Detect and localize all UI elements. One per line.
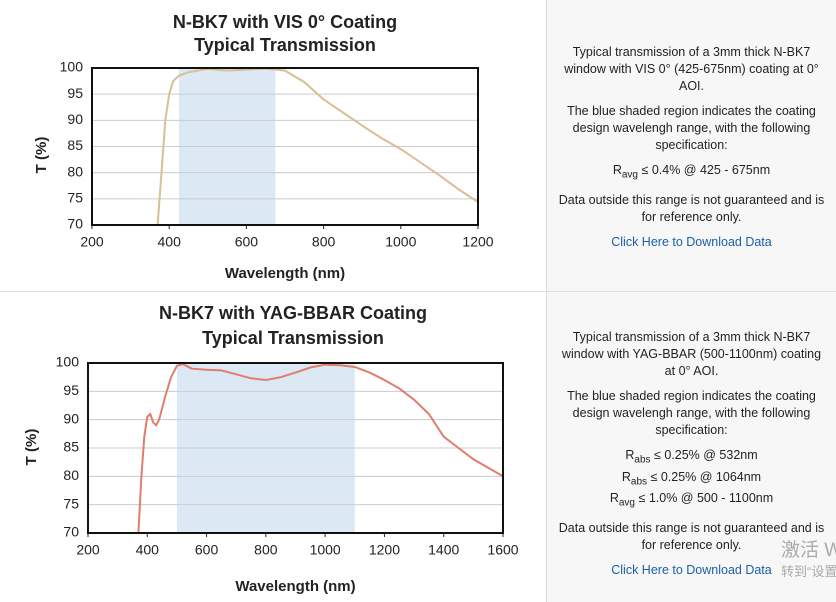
y-tick-label: 75 <box>63 495 79 511</box>
download-link[interactable]: Click Here to Download Data <box>611 234 772 249</box>
x-tick-label: 1200 <box>369 542 400 558</box>
download-link[interactable]: Click Here to Download Data <box>611 562 772 577</box>
y-tick-label: 80 <box>67 163 83 179</box>
row: N-BK7 with YAG-BBAR Coating Typical Trans… <box>0 292 836 602</box>
y-tick-label: 90 <box>63 410 79 426</box>
spec-text: ≤ 0.4% @ 425 - 675nm <box>641 163 771 177</box>
note-text: The blue shaded region indicates the coa… <box>567 104 816 152</box>
spec-list: Rabs ≤ 0.25% @ 532nm Rabs ≤ 0.25% @ 1064n… <box>555 447 828 512</box>
y-axis-label: T (%) <box>33 137 50 174</box>
y-tick-label: 85 <box>63 439 79 455</box>
chart-title: N-BK7 with YAG-BBAR Coating <box>159 303 427 323</box>
note-footer: Data outside this range is not guarantee… <box>558 520 825 552</box>
note-cell: Typical transmission of a 3mm thick N-BK… <box>547 292 836 602</box>
x-tick-label: 600 <box>195 542 219 558</box>
spec-list: Ravg ≤ 0.4% @ 425 - 675nm <box>555 162 828 184</box>
y-tick-label: 70 <box>67 216 83 232</box>
y-axis-label: T (%) <box>23 429 40 466</box>
x-tick-label: 1000 <box>310 542 341 558</box>
x-axis-label: Wavelength (nm) <box>235 578 355 595</box>
chart-cell: N-BK7 with VIS 0° Coating Typical Transmi… <box>0 0 547 291</box>
spec-text: ≤ 0.25% @ 1064nm <box>650 469 762 484</box>
spec: Ravg ≤ 1.0% @ 500 - 1100nm <box>555 490 828 512</box>
spec-text: ≤ 0.25% @ 532nm <box>654 448 758 462</box>
x-tick-label: 1600 <box>487 542 518 558</box>
x-tick-label: 200 <box>76 542 100 558</box>
note-text: The blue shaded region indicates the coa… <box>567 389 816 437</box>
chart: N-BK7 with YAG-BBAR Coating Typical Trans… <box>23 303 519 595</box>
x-tick-label: 800 <box>254 542 278 558</box>
x-tick-label: 1200 <box>462 234 493 250</box>
spec-subscript: abs <box>634 454 651 466</box>
y-tick-label: 95 <box>67 85 83 101</box>
chart-cell: N-BK7 with YAG-BBAR Coating Typical Trans… <box>0 292 547 602</box>
chart-title: N-BK7 with VIS 0° Coating <box>173 12 397 32</box>
spec: Ravg ≤ 0.4% @ 425 - 675nm <box>555 162 828 184</box>
data-line <box>156 67 478 225</box>
plot-frame <box>87 362 504 534</box>
y-tick-label: 100 <box>60 59 84 75</box>
x-tick-label: 200 <box>80 234 104 250</box>
y-tick-label: 75 <box>67 190 83 206</box>
y-tick-label: 90 <box>67 111 83 127</box>
y-tick-label: 95 <box>63 382 79 398</box>
x-axis-label: Wavelength (nm) <box>225 265 345 282</box>
spec-symbol: R <box>625 448 635 462</box>
note-text: Typical transmission of a 3mm thick N-BK… <box>561 330 822 378</box>
note-footer: Data outside this range is not guarantee… <box>558 192 825 224</box>
note-cell: Typical transmission of a 3mm thick N-BK… <box>547 0 836 291</box>
y-tick-label: 80 <box>63 467 79 483</box>
x-tick-label: 600 <box>235 234 259 250</box>
watermark: 激活 W <box>781 540 836 561</box>
y-tick-label: 70 <box>63 524 79 540</box>
link-wrap: Click Here to Download Data <box>555 562 828 579</box>
link-wrap: Click Here to Download Data <box>555 234 828 251</box>
watermark: 转到“设置 <box>781 564 836 579</box>
spec-subscript: avg <box>621 169 638 181</box>
y-tick-label: 100 <box>56 354 80 370</box>
note-text: Typical transmission of a 3mm thick N-BK… <box>564 45 819 93</box>
spec-subscript: avg <box>618 497 635 509</box>
plot-frame <box>91 67 479 226</box>
spec-symbol: R <box>621 469 631 484</box>
x-tick-label: 1400 <box>428 542 459 558</box>
chart-title: Typical Transmission <box>194 35 376 55</box>
y-tick-label: 85 <box>67 137 83 153</box>
spec-text: ≤ 1.0% @ 500 - 1100nm <box>638 491 774 505</box>
x-tick-label: 400 <box>136 542 160 558</box>
x-tick-label: 400 <box>158 234 182 250</box>
spec-symbol: R <box>612 163 622 177</box>
spec: Rabs ≤ 0.25% @ 532nm <box>555 447 828 469</box>
row: N-BK7 with VIS 0° Coating Typical Transmi… <box>0 0 836 292</box>
spec: Rabs ≤ 0.25% @ 1064nm <box>555 469 828 491</box>
spec-symbol: R <box>609 491 619 505</box>
chart-title: Typical Transmission <box>202 328 384 348</box>
data-line <box>137 363 503 533</box>
x-tick-label: 1000 <box>385 234 416 250</box>
spec-subscript: abs <box>630 476 648 487</box>
x-tick-label: 800 <box>312 234 336 250</box>
chart: N-BK7 with VIS 0° Coating Typical Transmi… <box>33 12 494 282</box>
